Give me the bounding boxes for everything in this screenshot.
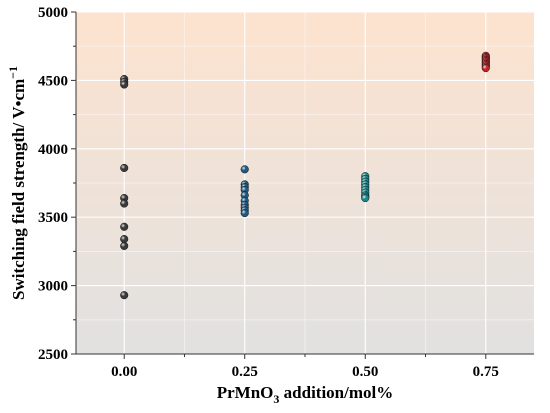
y-tick-label: 2500 bbox=[38, 347, 68, 363]
data-point bbox=[120, 222, 129, 231]
data-point bbox=[361, 193, 370, 203]
y-axis-title-main: Switching field strength/ V•cm bbox=[9, 79, 28, 300]
y-axis-title: Switching field strength/ V•cm−1 bbox=[6, 66, 28, 300]
data-point bbox=[120, 235, 129, 244]
x-axis-title-prefix: PrMnO bbox=[217, 383, 274, 402]
x-tick-label: 0.25 bbox=[232, 364, 258, 380]
data-point bbox=[481, 64, 490, 73]
x-tick-label: 0.75 bbox=[473, 364, 499, 380]
y-tick-label: 3500 bbox=[38, 210, 68, 226]
data-point bbox=[120, 291, 129, 300]
data-point bbox=[120, 163, 129, 173]
data-point bbox=[240, 209, 249, 218]
x-axis-title-suffix: addition/mol% bbox=[279, 383, 393, 402]
data-point bbox=[240, 165, 249, 174]
x-tick-label: 0.50 bbox=[352, 364, 378, 380]
y-axis-title-superscript: −1 bbox=[6, 66, 20, 79]
x-axis-title-subscript: 3 bbox=[273, 392, 279, 406]
data-point bbox=[120, 80, 129, 89]
x-tick-label: 0.00 bbox=[111, 364, 137, 380]
y-tick-label: 5000 bbox=[38, 5, 68, 21]
axes: 2500 3000 3500 4000 4500 5000 0.00 0.25 0.50 0.75 bbox=[38, 5, 534, 380]
y-tick-label: 3000 bbox=[38, 279, 68, 295]
data-points bbox=[120, 51, 490, 300]
y-tick-label: 4500 bbox=[38, 73, 68, 89]
data-point bbox=[120, 241, 129, 250]
data-point bbox=[120, 199, 129, 208]
y-tick-label: 4000 bbox=[38, 142, 68, 158]
x-axis-title: PrMnO3 addition/mol% bbox=[217, 383, 394, 406]
